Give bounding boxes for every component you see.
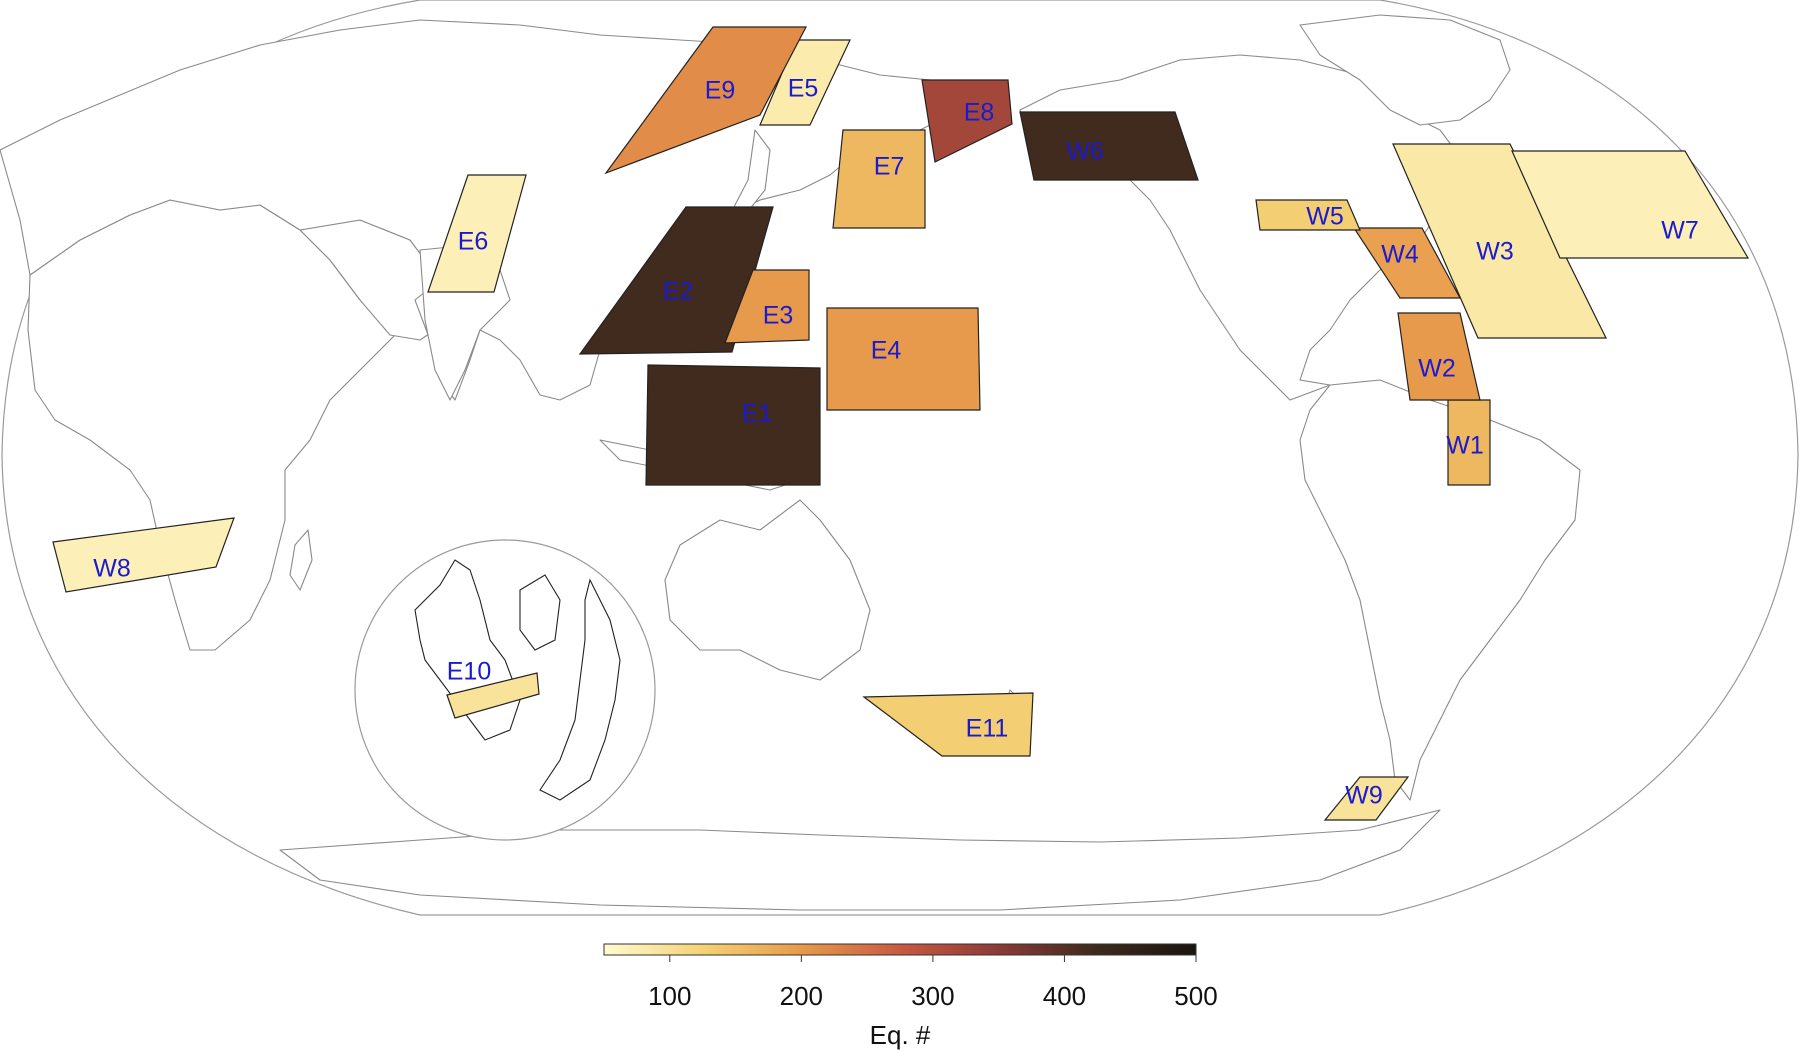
- region-label-w7: W7: [1661, 217, 1699, 245]
- south-america-outline: [1299, 379, 1581, 801]
- region-label-e5: E5: [788, 75, 819, 103]
- region-label-w2: W2: [1418, 355, 1456, 383]
- region-label-e3: E3: [763, 302, 794, 330]
- region-w4: [1352, 227, 1462, 299]
- antarctica-outline: [279, 809, 1441, 911]
- region-label-e11: E11: [966, 715, 1009, 743]
- australia-outline: [664, 499, 871, 681]
- region-label-e1: E1: [742, 400, 773, 428]
- region-e7: [832, 129, 926, 229]
- colorbar-ticks: 100 200 300 400 500: [648, 955, 1218, 1011]
- region-label-e6: E6: [458, 228, 489, 256]
- region-e9: [604, 26, 807, 175]
- region-label-e9: E9: [705, 77, 736, 105]
- colorbar-tick-label: 300: [911, 981, 954, 1011]
- colorbar-tick-label: 500: [1174, 981, 1217, 1011]
- region-label-e7: E7: [874, 153, 905, 181]
- region-w7: [1511, 150, 1750, 259]
- madagascar-outline: [289, 529, 313, 591]
- region-e2: [578, 206, 774, 355]
- region-w2: [1397, 312, 1481, 401]
- region-w3: [1392, 143, 1607, 339]
- region-label-w1: W1: [1446, 432, 1484, 460]
- greenland-outline: [1299, 14, 1511, 126]
- region-e3: [724, 269, 810, 344]
- region-label-w5: W5: [1306, 203, 1344, 231]
- region-e8: [921, 79, 1013, 163]
- region-w8: [52, 517, 235, 593]
- colorbar: 100 200 300 400 500 Eq. #: [603, 943, 1218, 1050]
- colorbar-tick-label: 200: [780, 981, 823, 1011]
- region-e10: [446, 672, 540, 719]
- region-label-w8: W8: [93, 555, 131, 583]
- region-e5: [759, 39, 851, 126]
- region-label-w9: W9: [1345, 782, 1383, 810]
- colorbar-tick-label: 100: [648, 981, 691, 1011]
- region-boxes: E1 E2 E3 E4 E5 E6 E7 E8 E9 E10 E11 W1 W2 W3 W4 W5 W6 W7 W8…: [52, 26, 1750, 821]
- colorbar-gradient: [603, 943, 1197, 956]
- inset-ireland-outline: [519, 574, 561, 651]
- region-w5: [1255, 199, 1361, 231]
- region-label-w6: W6: [1066, 138, 1104, 166]
- region-e11: [862, 692, 1034, 757]
- region-w9: [1323, 776, 1410, 821]
- inset-continent-outline: [539, 578, 621, 801]
- region-label-w3: W3: [1476, 238, 1514, 266]
- colorbar-title: Eq. #: [870, 1020, 931, 1050]
- region-label-e10: E10: [447, 658, 491, 686]
- region-label-e8: E8: [964, 99, 995, 127]
- region-label-e4: E4: [871, 337, 902, 365]
- region-e6: [427, 174, 527, 293]
- colorbar-tick-label: 400: [1043, 981, 1086, 1011]
- region-w6: [1019, 111, 1199, 181]
- region-label-w4: W4: [1381, 241, 1419, 269]
- region-e1: [645, 364, 821, 486]
- region-e4: [826, 307, 981, 411]
- region-label-e2: E2: [663, 278, 694, 306]
